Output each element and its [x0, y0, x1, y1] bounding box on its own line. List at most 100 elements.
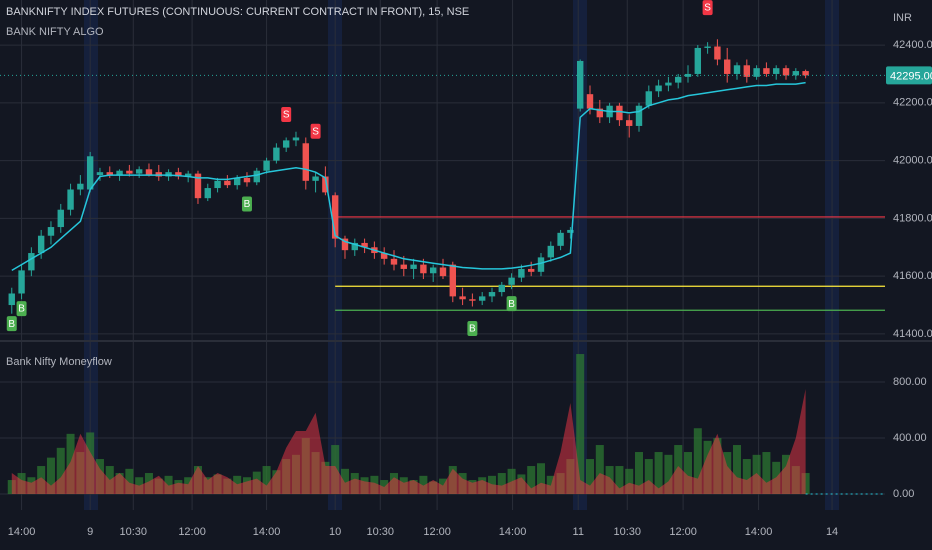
candle-body: [429, 267, 437, 274]
y-tick-label: 41400.00: [893, 328, 932, 340]
candle-body: [380, 253, 388, 259]
signal-marker: [6, 316, 17, 332]
candle-body: [449, 264, 456, 297]
candle-body: [233, 177, 241, 186]
x-tick-label: 14: [826, 526, 838, 538]
candle-body: [96, 172, 104, 176]
candle-body: [155, 172, 162, 177]
candle-body: [67, 189, 74, 210]
candle-body: [567, 229, 574, 233]
candle-body: [733, 65, 741, 74]
candle-body: [694, 47, 702, 74]
candle-body: [145, 169, 153, 176]
flow-bar: [340, 468, 349, 495]
signal-label: B: [8, 319, 15, 330]
candle-body: [126, 170, 133, 174]
candle-body: [292, 137, 300, 141]
candle-body: [116, 170, 123, 176]
x-tick-label: 12:00: [423, 526, 451, 538]
candle-body: [302, 143, 309, 181]
candle-body: [753, 68, 760, 77]
candle-body: [420, 264, 427, 274]
signal-label: S: [704, 3, 711, 14]
x-tick-label: 14:00: [745, 526, 773, 538]
candle-body: [802, 71, 809, 76]
plot-layer: 41400.00 41600.00 41800.00 42000.00 42200.00…: [0, 0, 932, 538]
flow-bar: [615, 466, 624, 495]
candle-body: [341, 238, 349, 251]
chart-title: BANKNIFTY INDEX FUTURES (CONTINUOUS: CUR…: [6, 6, 469, 18]
flow-bar: [586, 459, 594, 495]
flow-bar: [536, 463, 545, 495]
candle-body: [224, 180, 231, 186]
candle-body: [655, 85, 662, 92]
flow-bar: [595, 445, 604, 495]
flow-bar: [664, 454, 673, 495]
candle-body: [459, 296, 466, 300]
flow-bar: [801, 473, 810, 495]
x-tick-label: 14:00: [499, 526, 527, 538]
candle-body: [57, 209, 64, 228]
candle-body: [194, 173, 202, 199]
x-tick-label: 10:30: [367, 526, 395, 538]
candle-body: [184, 173, 192, 177]
candle-body: [714, 46, 721, 60]
flow-bar: [576, 354, 585, 495]
flow-bar: [419, 475, 428, 495]
flow-bar: [742, 459, 751, 495]
candle-body: [214, 180, 221, 189]
signal-label: B: [508, 299, 515, 310]
candle-body: [675, 76, 682, 83]
candle-body: [488, 292, 496, 297]
signal-marker: [506, 296, 517, 312]
candle-body: [527, 268, 535, 272]
candle-body: [322, 176, 329, 193]
flow-bar: [654, 452, 663, 495]
candle-body: [47, 227, 55, 236]
signal-marker: [702, 0, 713, 16]
y-tick-label: 0.00: [893, 488, 914, 500]
flow-bar: [733, 445, 742, 495]
flow-bar: [262, 466, 271, 495]
candle-body: [635, 105, 643, 126]
candle-body: [645, 91, 653, 106]
signal-label: B: [18, 304, 25, 315]
flow-bar: [46, 457, 55, 495]
signal-marker: [16, 301, 27, 317]
candle-body: [312, 176, 319, 181]
x-tick-label: 10: [329, 526, 341, 538]
flow-bar: [125, 468, 134, 495]
candle-body: [77, 183, 84, 190]
candle-body: [626, 120, 633, 126]
x-tick-label: 10:30: [613, 526, 641, 538]
flow-bar: [762, 452, 771, 495]
y-tick-label: 400.00: [893, 432, 927, 444]
flow-bar: [546, 475, 555, 495]
flow-bar: [684, 452, 693, 495]
flow-bar: [497, 473, 506, 495]
candle-body: [390, 258, 398, 265]
flow-bar: [164, 475, 173, 495]
signal-label: B: [244, 199, 251, 210]
candle-body: [616, 105, 623, 121]
flow-area: [11, 389, 806, 494]
candle-body: [253, 170, 260, 183]
candle-body: [743, 65, 751, 77]
indicator-title: BANK NIFTY ALGO: [6, 26, 104, 38]
candle-body: [596, 108, 604, 118]
ma-line: [11, 81, 806, 272]
candle-body: [86, 156, 94, 190]
candle-body: [469, 299, 476, 301]
flow-bar: [527, 466, 536, 495]
flow-bar: [56, 447, 65, 495]
y-tick-label: 41800.00: [893, 212, 932, 224]
candle-body: [282, 140, 290, 148]
x-tick-label: 11: [573, 526, 584, 538]
flow-bar: [625, 468, 634, 495]
candle-body: [273, 147, 280, 161]
candle-body: [37, 235, 45, 254]
candle-body: [361, 242, 368, 248]
candle-body: [508, 277, 515, 285]
candle-body: [773, 68, 780, 74]
